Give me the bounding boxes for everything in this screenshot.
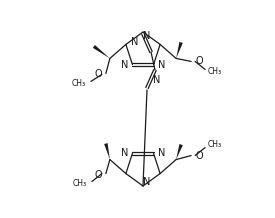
Text: N: N [143, 31, 150, 41]
Text: N: N [158, 60, 165, 70]
Polygon shape [93, 45, 110, 58]
Text: N: N [121, 60, 128, 70]
Text: N: N [131, 37, 138, 47]
Text: N: N [153, 75, 160, 85]
Text: N: N [158, 148, 165, 158]
Text: O: O [195, 151, 203, 161]
Text: N: N [143, 177, 150, 187]
Text: CH₃: CH₃ [73, 179, 87, 188]
Text: O: O [94, 170, 102, 180]
Text: CH₃: CH₃ [72, 79, 86, 88]
Text: O: O [94, 70, 102, 79]
Text: CH₃: CH₃ [208, 67, 222, 76]
Text: O: O [195, 56, 203, 66]
Polygon shape [176, 42, 183, 58]
Polygon shape [176, 144, 183, 160]
Polygon shape [104, 143, 110, 160]
Text: N: N [121, 148, 128, 158]
Text: CH₃: CH₃ [208, 140, 222, 149]
